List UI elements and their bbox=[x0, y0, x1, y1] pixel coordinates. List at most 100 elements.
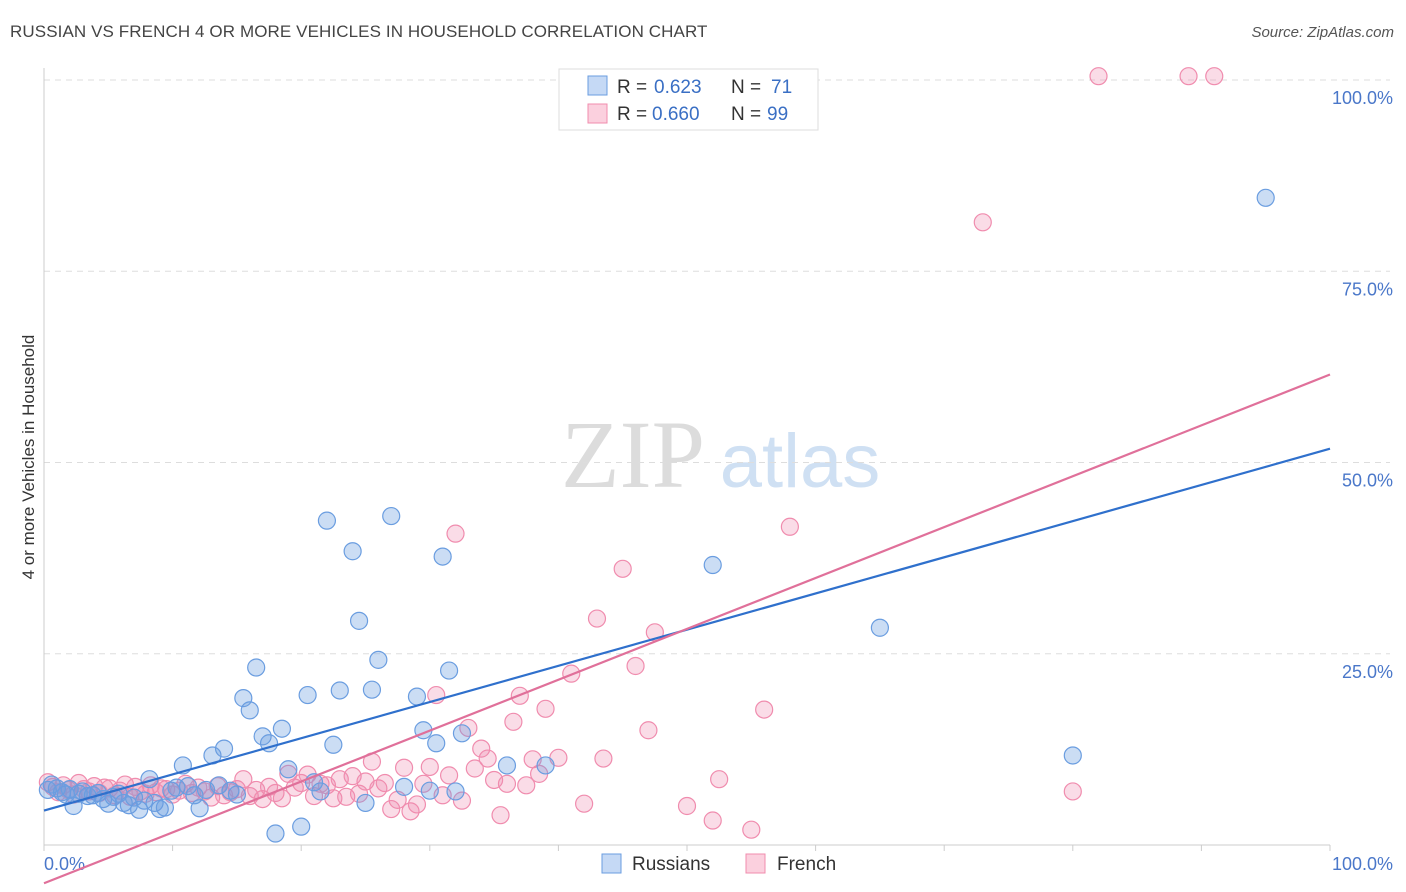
russian-point-40 bbox=[253, 727, 272, 746]
russian-point-36 bbox=[227, 785, 246, 804]
legend-n-value-french: 99 bbox=[767, 104, 788, 125]
french-point-99 bbox=[1063, 782, 1082, 801]
russian-point-57 bbox=[382, 506, 401, 526]
y-tick-label-50: 50.0% bbox=[1342, 471, 1393, 491]
bottom-legend-russians: Russians bbox=[632, 854, 710, 875]
french-point-90 bbox=[639, 721, 658, 740]
x-tick-label-100: 100.0% bbox=[1332, 854, 1393, 874]
axes bbox=[43, 68, 1331, 851]
russian-point-48 bbox=[311, 782, 330, 801]
russian-point-52 bbox=[343, 542, 362, 561]
french-point-86 bbox=[587, 609, 607, 628]
legend-n-label-french: N = bbox=[731, 104, 761, 125]
russian-point-51 bbox=[330, 681, 349, 700]
french-point-73 bbox=[478, 749, 497, 768]
legend-r-label-russians: R = bbox=[617, 77, 647, 98]
tick-labels: 25.0% 50.0% 75.0% 100.0% 0.0% 100.0% bbox=[44, 88, 1393, 874]
russian-point-72 bbox=[1256, 188, 1275, 207]
watermark-atlas: atlas bbox=[720, 419, 881, 504]
french-point-97 bbox=[780, 517, 799, 536]
russian-point-56 bbox=[369, 650, 388, 669]
french-point-47 bbox=[311, 774, 330, 793]
russian-point-38 bbox=[240, 701, 259, 720]
legend-n-label-russians: N = bbox=[731, 77, 761, 98]
chart-title: RUSSIAN VS FRENCH 4 OR MORE VEHICLES IN … bbox=[10, 22, 708, 41]
french-trend-line bbox=[43, 373, 1331, 885]
bottom-legend: Russians French bbox=[601, 853, 836, 875]
y-tick-label-75: 75.0% bbox=[1342, 279, 1393, 299]
bottom-legend-swatch-russians bbox=[601, 853, 622, 874]
french-point-61 bbox=[401, 802, 420, 821]
french-point-69 bbox=[452, 791, 472, 810]
russian-point-45 bbox=[292, 817, 311, 836]
russian-point-59 bbox=[407, 687, 427, 706]
legend-r-label-french: R = bbox=[617, 104, 647, 125]
russian-point-65 bbox=[446, 782, 465, 801]
legend-n-value-russians: 71 bbox=[771, 77, 792, 98]
french-point-77 bbox=[504, 712, 523, 731]
russian-point-19 bbox=[130, 800, 149, 819]
french-point-82 bbox=[536, 699, 555, 718]
french-point-58 bbox=[382, 799, 401, 819]
russian-points bbox=[38, 188, 1275, 843]
y-tick-label-25: 25.0% bbox=[1342, 662, 1393, 682]
french-point-64 bbox=[420, 757, 439, 777]
french-point-35 bbox=[234, 770, 253, 789]
russian-point-64 bbox=[439, 661, 459, 680]
french-point-63 bbox=[414, 774, 433, 793]
french-point-60 bbox=[394, 758, 414, 777]
watermark-zip: ZIP bbox=[561, 401, 705, 508]
french-point-57 bbox=[375, 773, 394, 793]
russian-point-26 bbox=[167, 778, 186, 797]
legend-swatch-russians bbox=[587, 75, 608, 96]
russian-point-61 bbox=[420, 781, 439, 800]
russian-point-49 bbox=[317, 511, 337, 530]
russian-point-34 bbox=[214, 739, 234, 758]
trend-lines bbox=[43, 373, 1331, 885]
french-point-89 bbox=[626, 656, 645, 676]
russian-point-53 bbox=[349, 611, 369, 630]
french-point-85 bbox=[575, 794, 594, 813]
russian-point-63 bbox=[433, 547, 452, 566]
french-point-93 bbox=[703, 811, 722, 830]
french-point-72 bbox=[472, 739, 491, 758]
russian-point-44 bbox=[279, 760, 298, 779]
french-point-68 bbox=[446, 524, 465, 543]
french-point-92 bbox=[677, 796, 697, 816]
y-tick-label-100: 100.0% bbox=[1332, 88, 1393, 108]
legend-r-value-russians: 0.623 bbox=[654, 77, 702, 98]
russian-point-42 bbox=[266, 824, 285, 843]
russian-point-28 bbox=[178, 776, 198, 796]
russian-point-70 bbox=[870, 618, 890, 637]
russian-point-33 bbox=[209, 776, 228, 795]
french-point-96 bbox=[755, 700, 774, 719]
french-point-87 bbox=[594, 749, 613, 768]
russian-point-24 bbox=[155, 798, 174, 817]
russian-point-71 bbox=[1063, 746, 1082, 765]
y-axis-label: 4 or more Vehicles in Household bbox=[19, 335, 38, 580]
french-point-98 bbox=[973, 213, 992, 232]
russian-point-67 bbox=[497, 756, 517, 775]
french-point-94 bbox=[710, 770, 729, 789]
french-point-88 bbox=[613, 559, 632, 578]
russian-point-46 bbox=[298, 685, 317, 705]
french-point-101 bbox=[1179, 67, 1198, 86]
russian-point-69 bbox=[703, 555, 722, 575]
russian-point-68 bbox=[536, 756, 555, 775]
french-point-102 bbox=[1205, 67, 1224, 86]
bottom-legend-swatch-french bbox=[745, 853, 766, 874]
russian-point-25 bbox=[162, 781, 181, 800]
french-point-100 bbox=[1089, 67, 1108, 86]
french-point-95 bbox=[742, 820, 761, 839]
french-point-79 bbox=[517, 776, 536, 795]
russian-point-30 bbox=[190, 799, 209, 818]
french-point-67 bbox=[439, 766, 459, 785]
french-point-76 bbox=[497, 774, 517, 793]
russian-point-62 bbox=[427, 734, 446, 753]
stats-legend: R = 0.623 N = 71 R = 0.660 N = 99 bbox=[558, 68, 819, 131]
french-point-75 bbox=[491, 806, 510, 825]
russian-point-39 bbox=[247, 658, 266, 677]
bottom-legend-french: French bbox=[777, 854, 836, 875]
russian-point-55 bbox=[362, 680, 382, 699]
